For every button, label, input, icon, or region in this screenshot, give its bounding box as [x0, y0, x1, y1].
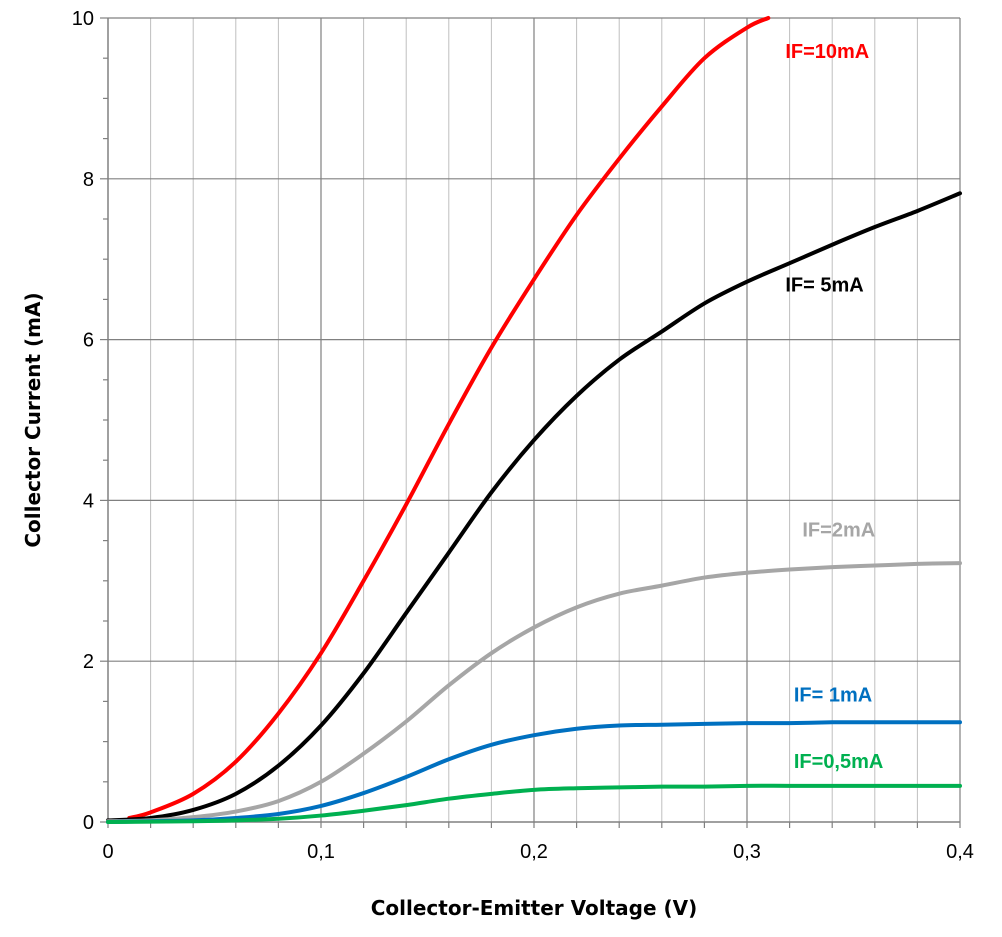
tick-labels: 0 0,1 0,2 0,3 0,4 0 2 4 6 8 10	[72, 8, 974, 863]
y-tick-label: 2	[83, 651, 94, 673]
y-tick-label: 6	[83, 330, 94, 352]
y-tick-label: 0	[83, 812, 94, 834]
x-tick-label: 0,4	[946, 841, 974, 863]
x-tick-label: 0,2	[520, 841, 548, 863]
series-label: IF=0,5mA	[794, 751, 883, 773]
series-line	[106, 191, 962, 823]
y-tick-label: 4	[83, 490, 94, 512]
series-labels: IF=10mA IF= 5mA IF=2mA IF= 1mA IF=0,5mA	[785, 41, 883, 773]
series-line	[106, 720, 962, 824]
x-tick-label: 0	[102, 841, 113, 863]
series-line	[106, 561, 962, 824]
y-tick-label: 8	[83, 169, 94, 191]
x-tick-label: 0,1	[307, 841, 335, 863]
grid-lines	[108, 17, 961, 822]
series-line	[106, 783, 962, 824]
x-tick-label: 0,3	[733, 841, 761, 863]
axes	[100, 17, 961, 828]
series-label: IF=10mA	[785, 41, 869, 63]
series-line	[127, 16, 771, 820]
y-axis-title: Collector Current (mA)	[21, 292, 45, 547]
series-label: IF=2mA	[802, 520, 875, 542]
y-tick-label: 10	[72, 8, 94, 30]
series-lines	[106, 16, 962, 824]
series-label: IF= 5mA	[785, 274, 863, 296]
x-axis-title: Collector-Emitter Voltage (V)	[371, 896, 698, 920]
series-label: IF= 1mA	[794, 684, 872, 706]
